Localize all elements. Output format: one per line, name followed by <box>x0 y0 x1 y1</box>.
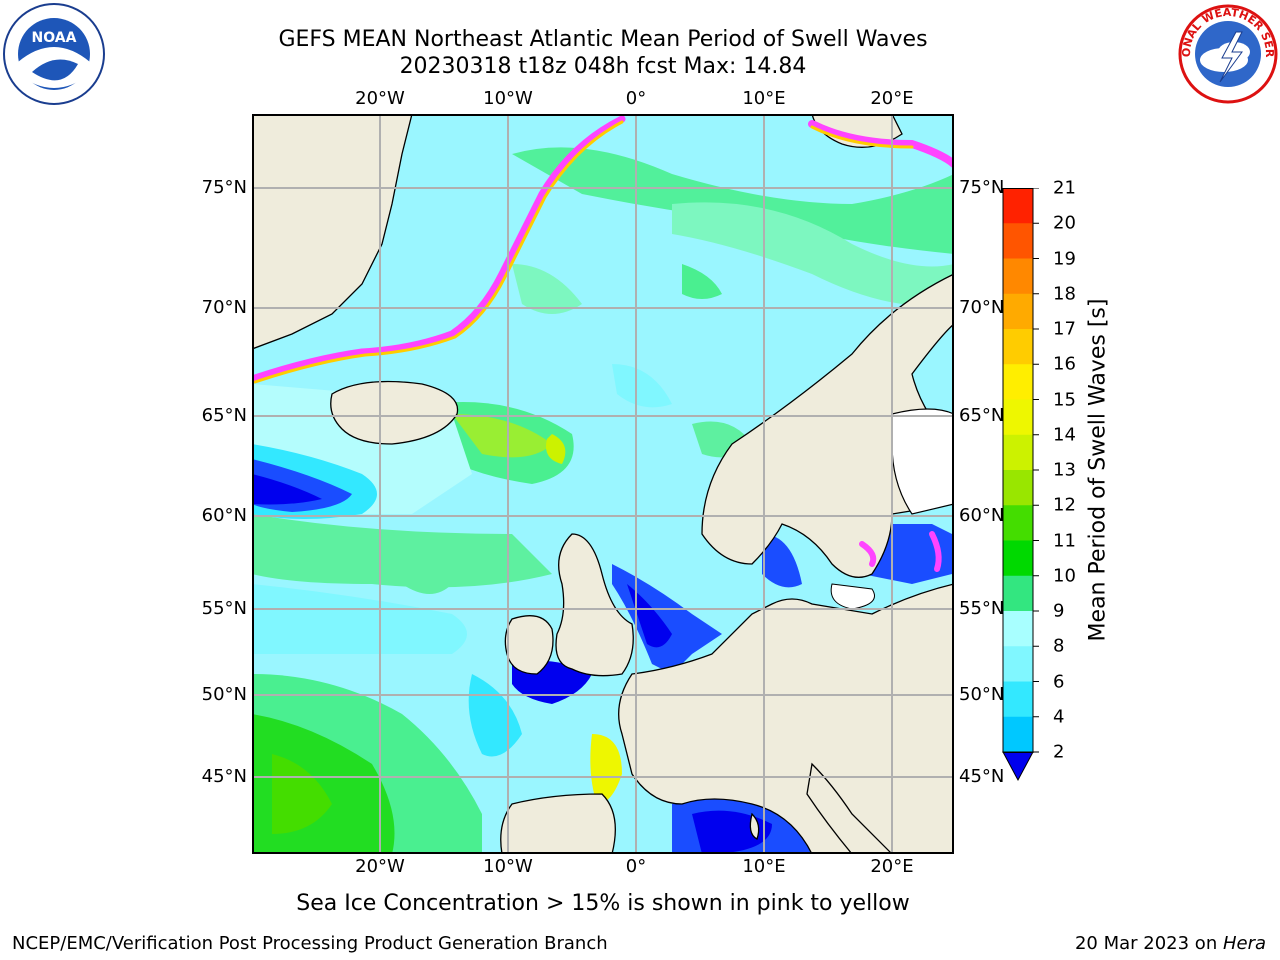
colorbar-segment <box>1003 540 1033 577</box>
lon-tick-top: 10°W <box>483 88 533 109</box>
colorbar-segment <box>1003 611 1033 647</box>
lon-tick-bottom: 20°E <box>870 856 914 877</box>
swell-period-map <box>252 114 954 854</box>
colorbar-tick-label: 6 <box>1053 671 1065 692</box>
colorbar-tick-label: 20 <box>1053 212 1076 234</box>
colorbar-segment <box>1003 364 1033 400</box>
colorbar-tick-label: 13 <box>1053 459 1076 481</box>
colorbar-segment <box>1003 434 1033 471</box>
lon-tick-bottom: 0° <box>625 856 647 877</box>
graticule <box>252 114 954 854</box>
lat-tick-left: 45°N <box>201 766 247 787</box>
lon-tick-top: 20°W <box>355 88 405 109</box>
colorbar-tick-label: 2 <box>1053 741 1065 763</box>
colorbar-segment <box>1003 716 1033 753</box>
colorbar-segment <box>1003 470 1033 506</box>
colorbar-segment <box>1003 223 1033 259</box>
nws-logo: NATIONAL WEATHER SERVICE <box>1176 2 1278 104</box>
map-panel <box>252 114 954 854</box>
lon-tick-bottom: 20°W <box>355 856 405 877</box>
colorbar-tick-label: 18 <box>1053 283 1076 305</box>
lat-tick-right: 45°N <box>959 766 1005 787</box>
noaa-logo: NOAA <box>3 3 105 105</box>
colorbar-segment <box>1003 293 1033 330</box>
colorbar-segment <box>1003 505 1033 541</box>
lon-tick-bottom: 10°E <box>742 856 786 877</box>
colorbar-tick-label: 19 <box>1053 248 1076 269</box>
lat-tick-right: 50°N <box>959 684 1005 705</box>
footer-credit: NCEP/EMC/Verification Post Processing Pr… <box>12 933 608 954</box>
colorbar-tick-label: 15 <box>1053 389 1076 410</box>
colorbar-under-arrow <box>1002 751 1034 782</box>
lon-tick-top: 20°E <box>870 88 914 109</box>
chart-title: GEFS MEAN Northeast Atlantic Mean Period… <box>278 27 928 52</box>
colorbar-segment <box>1003 399 1033 436</box>
footer-date: 20 Mar 2023 on Hera <box>1075 933 1266 954</box>
lat-tick-right: 75°N <box>959 177 1005 198</box>
noaa-logo-text: NOAA <box>32 30 77 46</box>
colorbar-segment <box>1003 188 1033 224</box>
footer-host: Hera <box>1222 933 1266 954</box>
lat-tick-right: 70°N <box>959 297 1005 318</box>
colorbar-segment <box>1003 258 1033 295</box>
lat-tick-right: 60°N <box>959 505 1005 526</box>
lon-tick-top: 10°E <box>742 88 786 109</box>
colorbar-segment <box>1003 575 1033 612</box>
colorbar-tick-label: 16 <box>1053 353 1076 375</box>
lat-tick-right: 65°N <box>959 405 1005 426</box>
colorbar-tick-label: 4 <box>1053 706 1065 728</box>
colorbar <box>1002 188 1039 782</box>
lon-tick-bottom: 10°W <box>483 856 533 877</box>
colorbar-segment <box>1003 646 1033 682</box>
colorbar-tick-label: 17 <box>1053 318 1076 340</box>
lat-tick-left: 70°N <box>201 297 247 318</box>
lon-tick-top: 0° <box>625 88 647 109</box>
lat-tick-left: 55°N <box>201 598 247 619</box>
colorbar-tick-label: 10 <box>1053 565 1076 587</box>
lat-tick-left: 60°N <box>201 505 247 526</box>
sea-ice-caption: Sea Ice Concentration > 15% is shown in … <box>296 891 910 916</box>
colorbar-tick-label: 21 <box>1053 177 1076 199</box>
colorbar-tick-label: 11 <box>1053 530 1076 551</box>
colorbar-tick-label: 8 <box>1053 635 1065 657</box>
lat-tick-left: 75°N <box>201 177 247 198</box>
chart-subtitle: 20230318 t18z 048h fcst Max: 14.84 <box>399 54 807 79</box>
footer-date-text: 20 Mar 2023 on <box>1074 933 1223 954</box>
colorbar-label: Mean Period of Swell Waves [s] <box>1085 298 1111 642</box>
lat-tick-right: 55°N <box>959 598 1005 619</box>
colorbar-segment <box>1003 681 1033 718</box>
north-sea-field <box>612 564 722 674</box>
colorbar-tick-label: 12 <box>1053 494 1076 516</box>
colorbar-tick-label: 14 <box>1053 424 1076 446</box>
colorbar-segment <box>1003 329 1033 365</box>
lat-tick-left: 65°N <box>201 405 247 426</box>
lat-tick-left: 50°N <box>201 684 247 705</box>
colorbar-tick-label: 9 <box>1053 600 1065 622</box>
